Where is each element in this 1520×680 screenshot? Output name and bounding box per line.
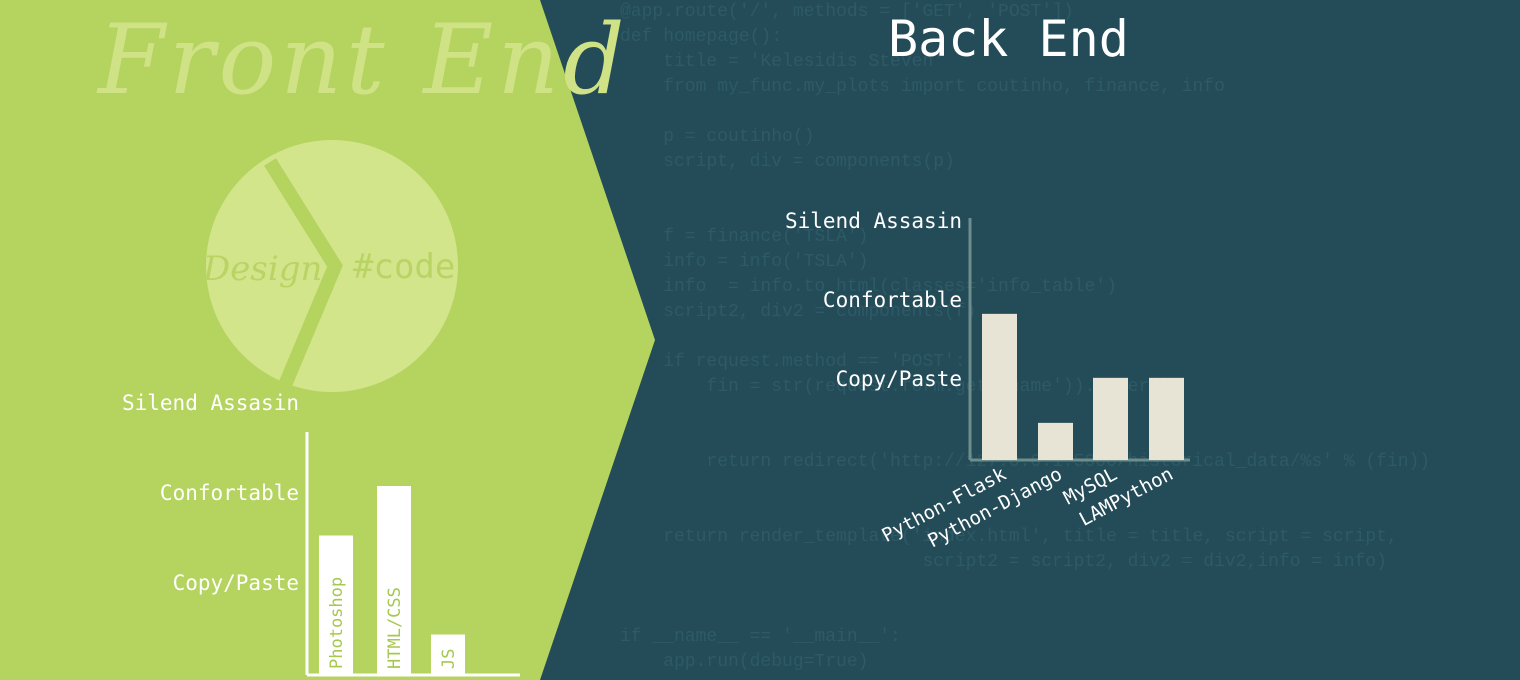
code-line: return redirect('http://127.0.0.1:5000/h…: [620, 452, 1431, 472]
circle-label-code: #code: [353, 247, 455, 287]
y-tick-label: Silend Assasin: [784, 209, 962, 233]
y-tick-label: Confortable: [822, 288, 962, 312]
bar: [319, 535, 353, 675]
x-tick-label: JS: [439, 649, 459, 669]
bar: [1038, 422, 1073, 460]
code-line: @app.route('/', methods = ['GET', 'POST'…: [620, 2, 1074, 22]
bar: [1093, 377, 1128, 460]
code-line: p = coutinho(): [620, 127, 815, 147]
code-line: title = 'Kelesidis Steven': [620, 52, 945, 72]
y-tick-label: Confortable: [159, 481, 299, 505]
y-tick-label: Silend Assasin: [121, 391, 299, 415]
back-end-title: Back End: [888, 10, 1129, 68]
code-line: f = finance('TSLA'): [620, 227, 869, 247]
code-line: info = info('TSLA'): [620, 252, 869, 272]
front-end-title: Front End: [98, 4, 629, 116]
code-line: script2 = script2, div2 = div2,info = in…: [620, 552, 1387, 572]
bar: [431, 634, 465, 675]
bar: [982, 313, 1017, 460]
code-line: app.run(debug=True): [620, 652, 869, 672]
code-line: if request.method == 'POST':: [620, 352, 966, 372]
x-tick-label: Photoshop: [327, 577, 347, 669]
code-line: if __name__ == '__main__':: [620, 627, 901, 647]
code-line: def homepage():: [620, 27, 783, 47]
code-line: from my_func.my_plots import coutinho, f…: [620, 77, 1225, 97]
design-code-circle: Design #code: [202, 140, 458, 392]
y-tick-label: Copy/Paste: [172, 571, 299, 595]
code-line: return render_template('index.html', tit…: [620, 527, 1398, 547]
bar: [1149, 377, 1184, 460]
code-line: info = info.to_html(classes='info_table'…: [620, 277, 1117, 297]
bar: [377, 486, 411, 675]
x-tick-label: HTML/CSS: [385, 587, 405, 669]
code-line: script2, div2 = components(f): [620, 302, 977, 322]
code-line: script, div = components(p): [620, 152, 955, 172]
y-tick-label: Copy/Paste: [835, 367, 962, 391]
circle-label-design: Design: [202, 249, 322, 289]
